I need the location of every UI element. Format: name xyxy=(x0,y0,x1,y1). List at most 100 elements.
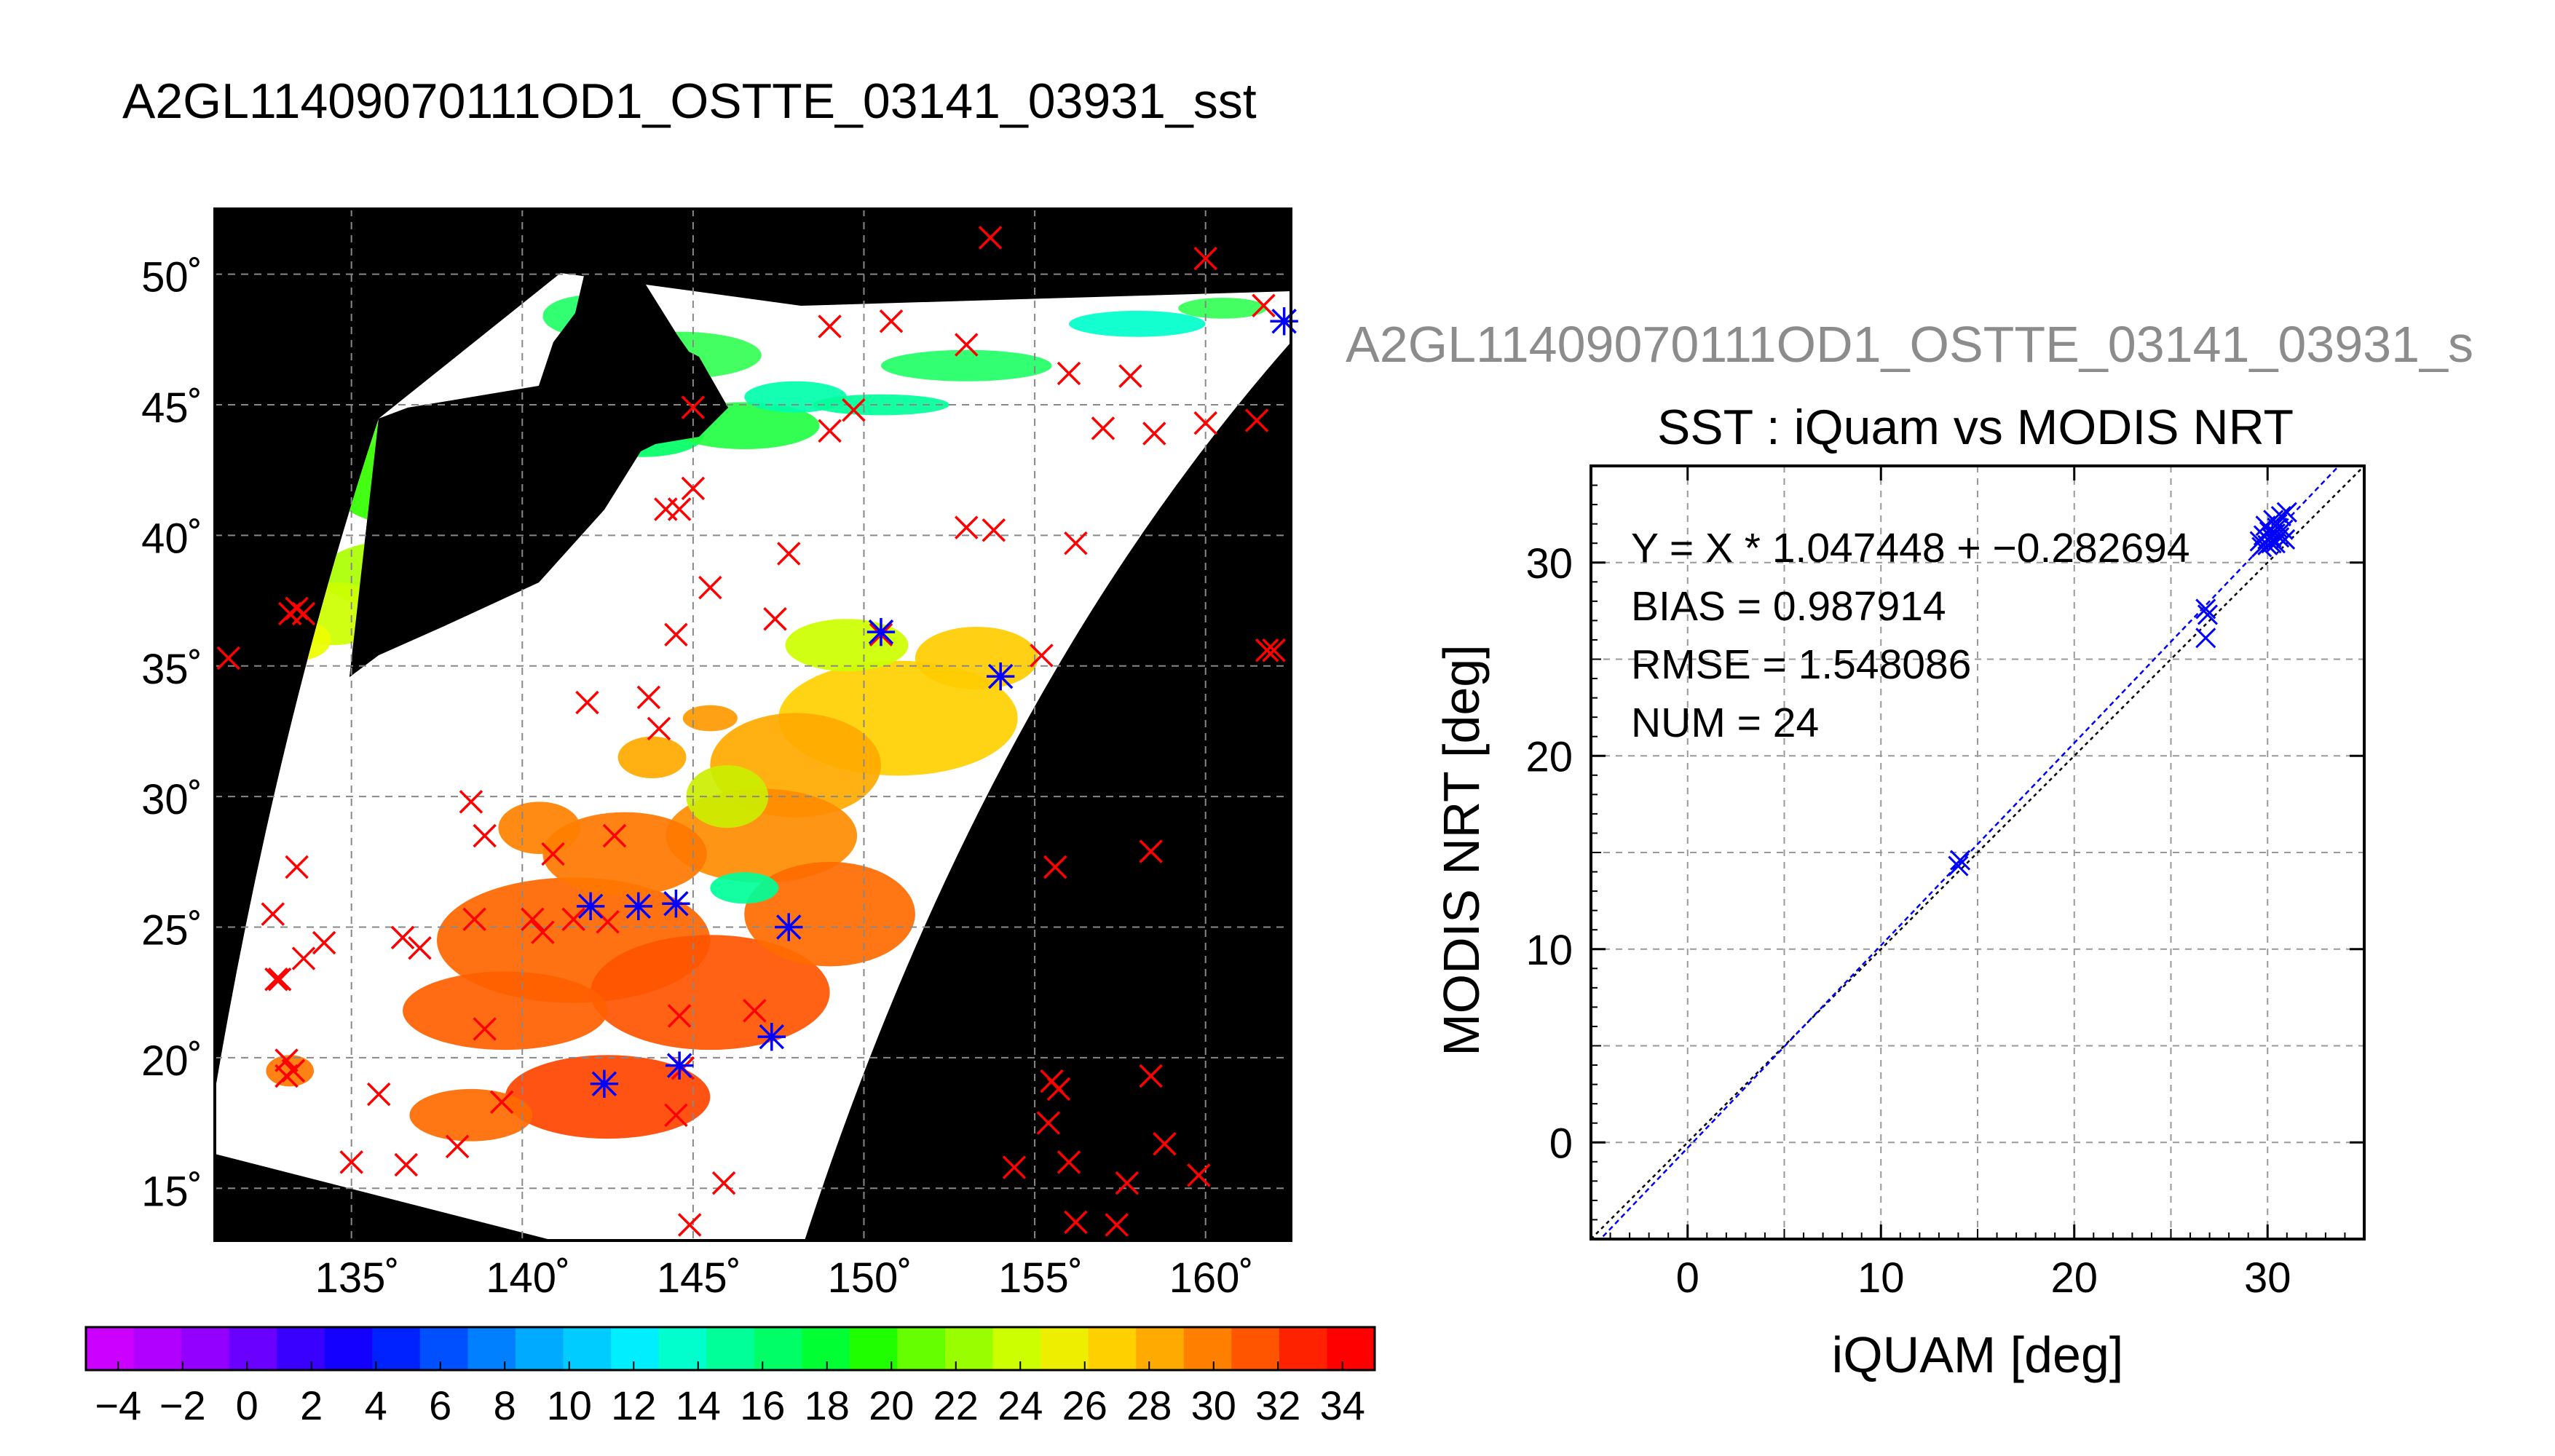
map-red-mark-44 xyxy=(462,907,486,931)
land-mask-top xyxy=(350,273,728,677)
map-red-mark-38-stroke-b xyxy=(541,842,565,866)
colorbar: −4 −2 0 2 4 6 8 10 12 14 16 18 20 22 24 26 28 30 32 34 xyxy=(84,1326,1376,1428)
scatter-point-3-stroke-b xyxy=(2197,604,2219,625)
map-red-mark-29 xyxy=(1142,422,1166,446)
map-red-mark-35-stroke-b xyxy=(1255,638,1279,662)
map-red-mark-55 xyxy=(275,1064,299,1088)
map-red-mark-21 xyxy=(955,515,979,539)
map-red-mark-15 xyxy=(818,419,842,443)
map-red-mark-21-stroke-b xyxy=(955,515,979,539)
map-red-mark-30-stroke-b xyxy=(1193,411,1217,435)
map-red-mark-38 xyxy=(541,842,565,866)
map-red-mark-40 xyxy=(561,907,585,931)
map-red-mark-3 xyxy=(291,601,316,626)
colorbar-segment-18 xyxy=(945,1327,994,1370)
scatter-point-2 xyxy=(2195,598,2216,620)
map-red-mark-55-stroke-b xyxy=(275,1064,299,1088)
colorbar-segment-4 xyxy=(277,1327,325,1370)
map-red-mark-30 xyxy=(1193,411,1217,435)
map-red-mark-79 xyxy=(1043,855,1067,879)
scatter-point-1-stroke-b xyxy=(1950,850,1971,871)
sst-patch-14 xyxy=(813,394,949,416)
map-red-mark-65-stroke-b xyxy=(664,1103,688,1128)
map-red-mark-39-stroke-b xyxy=(602,823,627,848)
map-red-mark-34-stroke-b xyxy=(1262,638,1286,662)
map-red-mark-60 xyxy=(394,1152,418,1177)
scatter-suptitle: A2GL11409070111OD1_OSTTE_03141_03931_s xyxy=(1346,316,2473,373)
x-tick-label: 30 xyxy=(2244,1254,2291,1302)
map-red-mark-24-stroke-b xyxy=(1030,644,1054,668)
sst-patch-30 xyxy=(617,736,687,779)
identity-line xyxy=(1591,466,2364,1239)
map-red-mark-18 xyxy=(879,309,904,333)
map-red-mark-75-stroke-b xyxy=(1153,1132,1177,1156)
map-red-mark-24 xyxy=(1030,644,1054,668)
map-red-mark-27 xyxy=(1091,416,1115,440)
colorbar-segment-3 xyxy=(229,1327,277,1370)
stats-line-2: RMSE = 1.548086 xyxy=(1631,641,1971,688)
colorbar-tick-label: 26 xyxy=(1062,1382,1107,1428)
colorbar-tick-label: 4 xyxy=(365,1382,387,1428)
map-red-mark-45-stroke-b xyxy=(408,935,432,960)
map-blue-mark-7 xyxy=(986,662,1015,691)
map-red-mark-28 xyxy=(1118,364,1142,388)
map-red-mark-73-stroke-b xyxy=(1105,1213,1129,1237)
map-red-mark-14-stroke-b xyxy=(777,542,801,566)
map-red-mark-34 xyxy=(1262,638,1286,662)
map-blue-mark-1 xyxy=(624,892,653,921)
map-red-mark-0 xyxy=(216,646,241,670)
lat-tick-label: 50˚ xyxy=(141,254,202,301)
map-red-mark-76-stroke-b xyxy=(1187,1163,1211,1187)
map-red-mark-16-stroke-b xyxy=(818,314,842,339)
fit-line xyxy=(1599,466,2340,1239)
colorbar-segment-10 xyxy=(563,1327,612,1370)
map-red-mark-51 xyxy=(264,968,288,992)
scatter-point-17-stroke-b xyxy=(2276,502,2297,523)
colorbar-tick-label: 16 xyxy=(740,1382,785,1428)
map-red-mark-76 xyxy=(1187,1163,1211,1187)
scatter-point-2-stroke-b xyxy=(2195,598,2216,620)
lat-tick-label: 20˚ xyxy=(141,1037,202,1085)
map-red-mark-73 xyxy=(1105,1213,1129,1237)
page-title: A2GL11409070111OD1_OSTTE_03141_03931_sst xyxy=(122,74,1257,129)
map-red-mark-32 xyxy=(1244,408,1269,432)
lon-tick-label: 150˚ xyxy=(827,1254,912,1302)
colorbar-segment-12 xyxy=(658,1327,707,1370)
colorbar-segment-22 xyxy=(1136,1327,1185,1370)
map-red-mark-62-stroke-b xyxy=(667,1004,692,1028)
sst-patch-32 xyxy=(710,872,779,904)
map-red-mark-52-stroke-b xyxy=(267,968,292,992)
x-axis-label: iQUAM [deg] xyxy=(1832,1326,2124,1383)
colorbar-tick-label: 20 xyxy=(869,1382,914,1428)
lat-tick-label: 25˚ xyxy=(141,907,202,954)
map-frame xyxy=(213,207,1292,1242)
scatter-title: SST : iQuam vs MODIS NRT xyxy=(1657,400,2294,455)
colorbar-segment-21 xyxy=(1088,1327,1137,1370)
map-red-mark-10-stroke-b xyxy=(654,497,678,521)
map-red-mark-11-stroke-b xyxy=(698,575,722,600)
scatter-point-22 xyxy=(2275,529,2296,550)
map-red-mark-20-stroke-b xyxy=(955,333,979,357)
map-red-mark-3-stroke-b xyxy=(291,601,316,626)
colorbar-segment-23 xyxy=(1183,1327,1232,1370)
colorbar-tick-label: 14 xyxy=(676,1382,721,1428)
map-red-mark-16 xyxy=(818,314,842,339)
map-red-mark-4-stroke-b xyxy=(575,690,599,715)
map-red-mark-66-stroke-b xyxy=(711,1171,736,1195)
map-red-mark-61-stroke-b xyxy=(339,1150,363,1174)
map-red-mark-33-stroke-b xyxy=(1252,293,1276,317)
map-blue-mark-5 xyxy=(590,1069,619,1098)
map-blue-mark-9 xyxy=(1270,307,1298,336)
map-red-mark-23 xyxy=(978,226,1003,250)
colorbar-tick-label: 24 xyxy=(998,1382,1043,1428)
map-red-mark-12-stroke-b xyxy=(681,395,706,419)
x-tick-label: 20 xyxy=(2050,1254,2098,1302)
map-red-mark-22-stroke-b xyxy=(982,518,1006,542)
map-red-mark-50 xyxy=(285,855,309,879)
colorbar-tick-label: 18 xyxy=(805,1382,850,1428)
map-red-mark-59 xyxy=(445,1134,470,1159)
map-red-mark-72-stroke-b xyxy=(1064,1210,1088,1235)
map-red-mark-41-stroke-b xyxy=(596,910,620,934)
map-red-mark-75 xyxy=(1153,1132,1177,1156)
colorbar-tick-label: −2 xyxy=(159,1382,206,1428)
